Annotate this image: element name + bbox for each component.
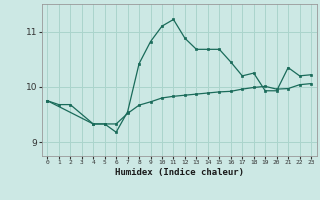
X-axis label: Humidex (Indice chaleur): Humidex (Indice chaleur)	[115, 168, 244, 177]
